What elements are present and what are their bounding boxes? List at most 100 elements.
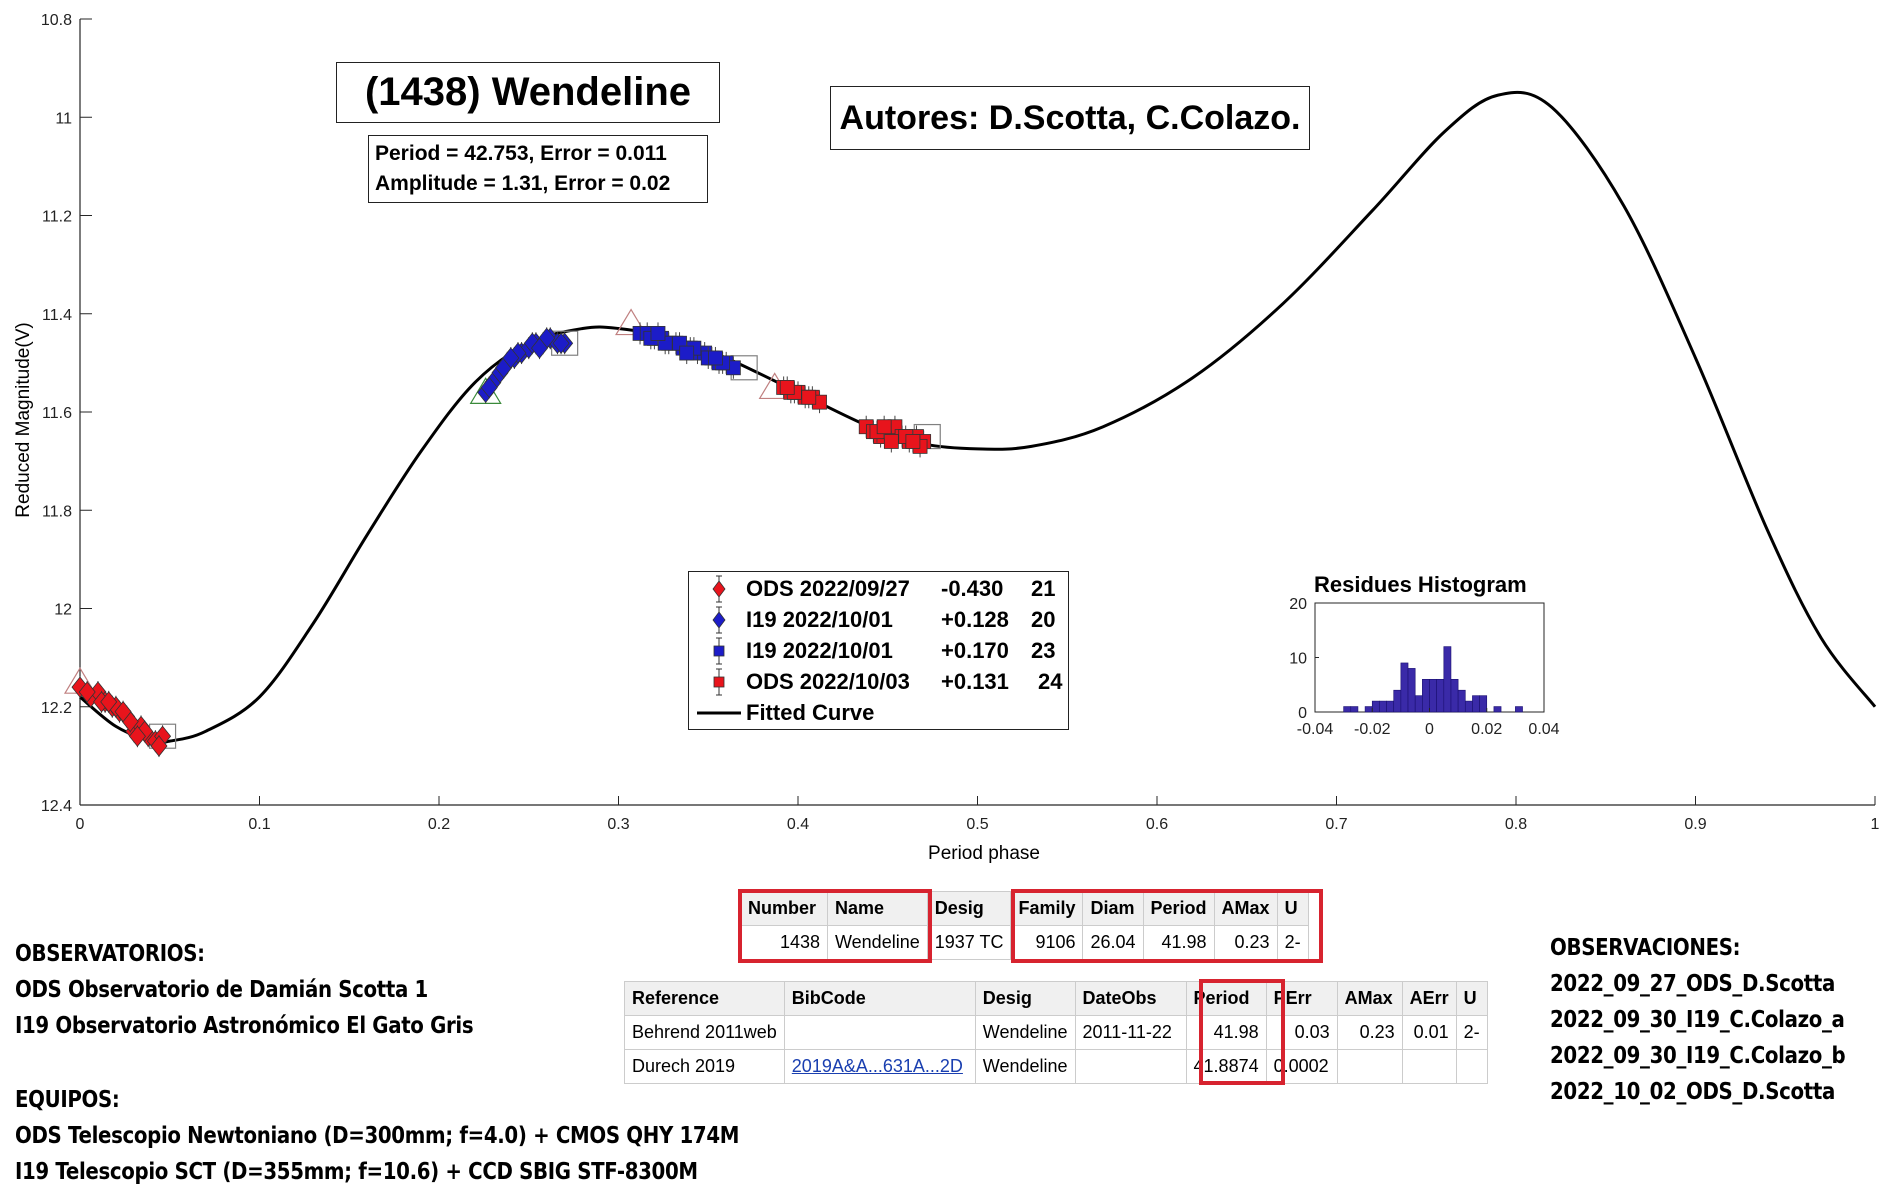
histogram-title: Residues Histogram [1314, 572, 1527, 597]
col-reference: Reference [624, 981, 785, 1016]
col-name: Name [827, 891, 928, 926]
histogram-bar [1371, 700, 1380, 713]
equipos-heading: EQUIPOS: [15, 1087, 120, 1113]
cell-dateobs [1074, 1049, 1187, 1084]
x-tick-label: 0.9 [1684, 816, 1706, 833]
histogram-y-tick-label: 10 [1289, 651, 1307, 668]
legend-offset: -0.430 [941, 576, 1004, 601]
data-point-series-2 [531, 337, 549, 359]
y-tick-label: 11.2 [42, 209, 72, 226]
cell-desig: 1937 TC [926, 925, 1012, 960]
y-tick-label: 11 [55, 110, 72, 127]
legend-entry-4: ODS 2022/10/03 +0.131 24 [689, 667, 1068, 697]
equipos-block: EQUIPOS: ODS Telescopio Newtoniano (D=30… [15, 1082, 739, 1190]
data-point-series-3 [679, 345, 695, 361]
summary-row: 1438 Wendeline 1937 TC 9106 26.04 41.98 … [740, 925, 1309, 960]
histogram-bar [1364, 706, 1373, 713]
observacion-line: 2022_10_02_ODS_D.Scotta [1550, 1079, 1835, 1105]
x-axis-label: Period phase [928, 843, 1040, 864]
x-tick-label: 0.2 [428, 816, 450, 833]
legend-entry-3: I19 2022/10/01 +0.170 23 [689, 636, 1068, 666]
histogram-x-tick-label: 0.04 [1528, 721, 1559, 738]
x-tick-label: 0.3 [607, 816, 629, 833]
ref-header-row: Reference BibCode Desig DateObs Period P… [624, 981, 1488, 1016]
data-point-series-4 [883, 434, 899, 449]
histogram-x-tick-label: 0 [1425, 721, 1434, 738]
cell-bibcode[interactable]: 2019A&A...631A...2D [783, 1049, 976, 1084]
summary-table: Number Name Desig Family Diam Period AMa… [740, 891, 1309, 960]
legend-name: I19 2022/10/01 [746, 638, 893, 663]
period-line: Period = 42.753, Error = 0.011 [375, 142, 667, 165]
y-tick-label: 11.4 [42, 307, 72, 324]
cell-period: 41.98 [1142, 925, 1215, 960]
cell-diam: 26.04 [1082, 925, 1144, 960]
histogram-bar [1450, 678, 1459, 713]
col-diam: Diam [1082, 891, 1144, 926]
highlight-family-to-u [1011, 889, 1323, 963]
col-dateobs: DateObs [1074, 981, 1187, 1016]
histogram-x-tick-label: 0.02 [1471, 721, 1502, 738]
data-point-series-2 [480, 376, 498, 399]
histogram-y-tick-label: 0 [1298, 705, 1307, 722]
legend-name: ODS 2022/09/27 [746, 576, 910, 601]
histogram-bar [1493, 706, 1502, 713]
histogram-bar [1422, 678, 1430, 713]
legend-offset: +0.128 [941, 607, 1009, 632]
histogram-bar [1472, 695, 1480, 713]
histogram-bar [1400, 662, 1409, 713]
legend-name: ODS 2022/10/03 [746, 669, 910, 694]
equipo-line: ODS Telescopio Newtoniano (D=300mm; f=4.… [15, 1123, 740, 1149]
legend-entry-1: ODS 2022/09/27 -0.430 21 [689, 574, 1068, 604]
col-aerr: AErr [1401, 981, 1457, 1016]
data-points-layer [63, 308, 941, 758]
highlight-number-name [738, 889, 932, 963]
y-tick-label: 12.4 [41, 798, 72, 815]
histogram-bar [1350, 706, 1359, 713]
amplitude-line: Amplitude = 1.31, Error = 0.02 [375, 172, 671, 195]
col-u: U [1276, 891, 1309, 926]
y-tick-label: 11.6 [42, 405, 72, 422]
cell-amax: 0.23 [1336, 1015, 1403, 1050]
observaciones-heading: OBSERVACIONES: [1550, 935, 1741, 961]
cell-reference: Behrend 2011web [624, 1015, 785, 1050]
histogram-x-tick-label: -0.04 [1297, 721, 1334, 738]
equipo-line: I19 Telescopio SCT (D=355mm; f=10.6) + C… [15, 1159, 698, 1185]
x-tick-label: 0.5 [966, 816, 988, 833]
col-number: Number [740, 891, 828, 926]
data-point-series-1 [114, 701, 132, 723]
residues-histogram: -0.04 -0.02 0 0.02 0.04 0 10 20 [1289, 596, 1559, 738]
table-row: Durech 2019 2019A&A...631A...2D Wendelin… [624, 1049, 1488, 1084]
cell-desig: Wendeline [974, 1049, 1076, 1084]
legend-count: 24 [1038, 669, 1063, 694]
y-axis-label: Reduced Magnitude(V) [13, 322, 34, 517]
histogram-bar [1386, 700, 1395, 713]
cell-aerr: 0.01 [1401, 1015, 1457, 1050]
data-point-series-4 [905, 434, 921, 449]
col-bibcode: BibCode [783, 981, 976, 1016]
histogram-bar [1443, 646, 1452, 713]
data-point-series-3 [650, 325, 666, 341]
y-tick-label: 12.2 [41, 700, 72, 717]
y-tick-label: 11.8 [42, 503, 72, 520]
bibcode-link[interactable]: 2019A&A...631A...2D [791, 1056, 963, 1076]
cell-aerr [1401, 1049, 1457, 1084]
red-diamond-marker [712, 575, 726, 603]
blue-square-marker [713, 637, 725, 665]
data-point-series-1 [150, 735, 168, 757]
cell-perr: 0.0002 [1265, 1049, 1338, 1084]
histogram-bar [1429, 678, 1437, 713]
session-start-marker [615, 308, 648, 336]
histogram-bar [1479, 695, 1488, 713]
legend-count: 20 [1031, 607, 1056, 632]
x-tick-label: 0.7 [1325, 816, 1347, 833]
cell-perr: 0.03 [1265, 1015, 1338, 1050]
legend-name: Fitted Curve [746, 700, 875, 725]
legend-name: I19 2022/10/01 [746, 607, 893, 632]
data-point-series-4 [779, 380, 795, 395]
col-family: Family [1010, 891, 1084, 926]
authors-label: Autores: D.Scotta, C.Colazo. [830, 86, 1310, 150]
y-tick-label: 12 [54, 602, 72, 619]
histogram-bar [1414, 695, 1423, 713]
histogram-bar [1393, 689, 1402, 713]
legend-offset: +0.170 [941, 638, 1009, 663]
